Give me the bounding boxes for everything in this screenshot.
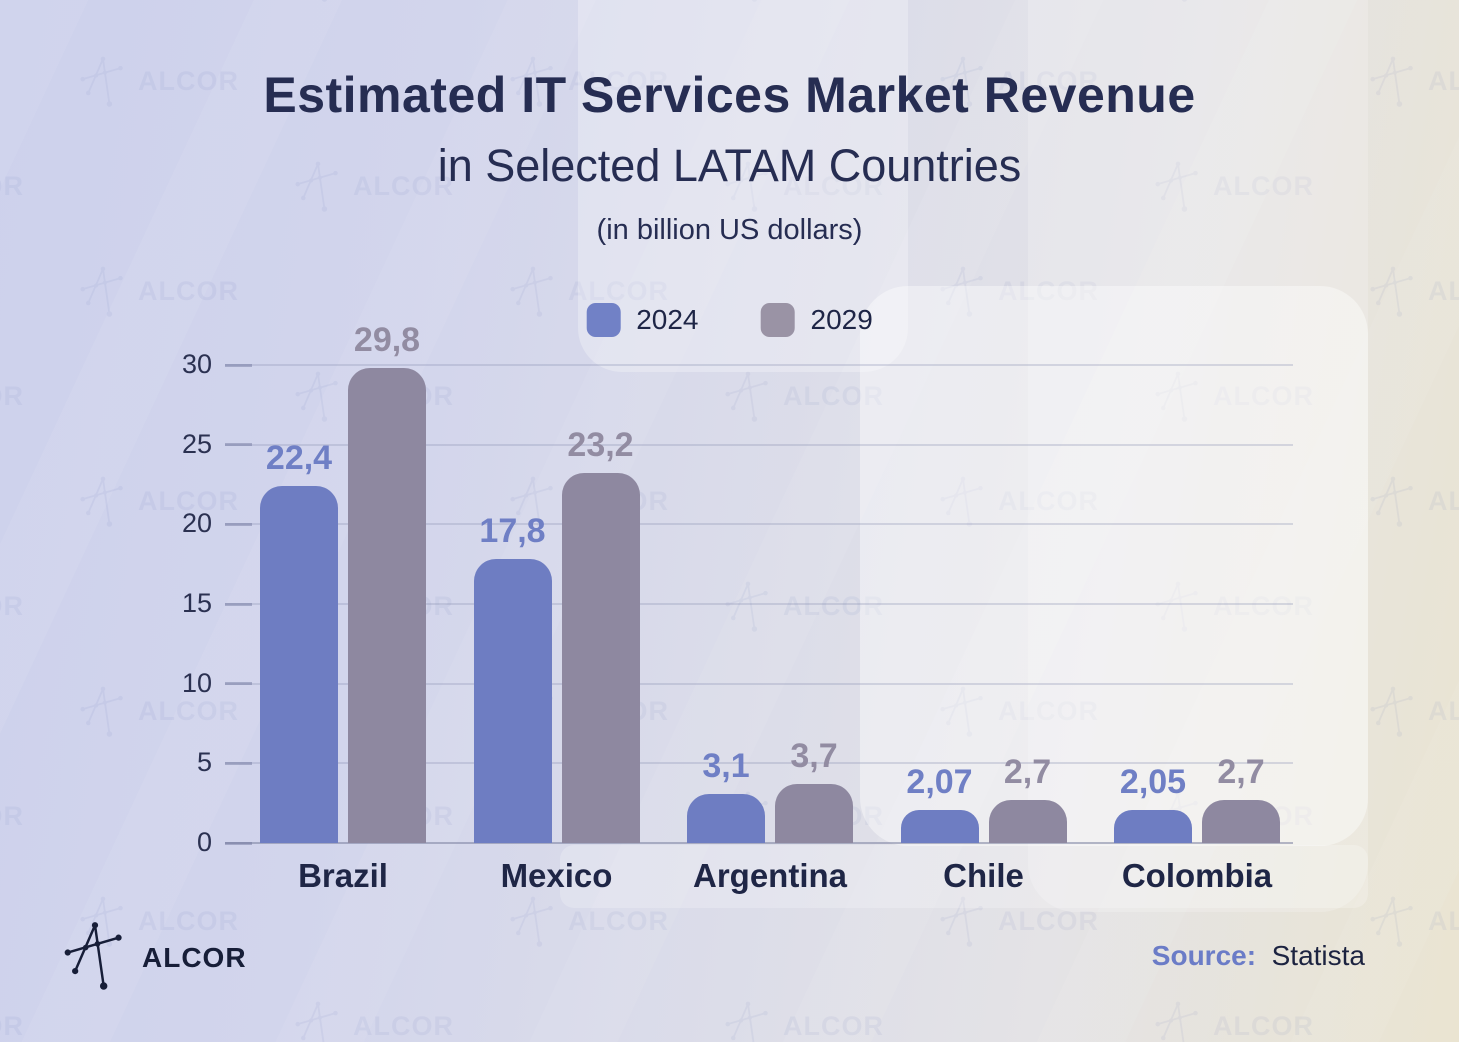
- ytick-label-0: 0: [196, 827, 212, 857]
- category-label-chile: Chile: [943, 857, 1024, 894]
- ytick-mark-10: [225, 682, 252, 686]
- ytick-label-5: 5: [196, 747, 212, 778]
- category-label-argentina: Argentina: [692, 857, 847, 894]
- bar-value-2029-colombia: 2,7: [1217, 753, 1265, 791]
- ytick-mark-0: [225, 841, 252, 845]
- category-label-colombia: Colombia: [1121, 857, 1273, 894]
- bar-value-2024-brazil: 22,4: [265, 439, 333, 477]
- ytick-label-10: 10: [181, 667, 212, 698]
- bar-2029-chile: 2,7: [988, 753, 1067, 843]
- chart-subtitle: in Selected LATAM Countries: [437, 140, 1022, 191]
- bar-2029-colombia: 2,7: [1202, 753, 1280, 843]
- bar-value-2024-colombia: 2,05: [1119, 763, 1187, 801]
- bar-value-2024-mexico: 17,8: [479, 512, 546, 550]
- chart-header: Estimated IT Services Market Revenue in …: [0, 66, 1459, 247]
- ytick-mark-15: [225, 602, 252, 606]
- bar-value-2029-chile: 2,7: [1003, 753, 1052, 791]
- legend-item-2029: 2029: [760, 303, 873, 337]
- bar-value-2029-argentina: 3,7: [790, 737, 838, 775]
- chart-title: Estimated IT Services Market Revenue: [263, 67, 1196, 123]
- chart-unit: (in billion US dollars): [596, 214, 863, 246]
- gridline-20: [225, 523, 1293, 526]
- bar-group-chile: 2,07 2,7: [900, 323, 1067, 843]
- legend-swatch-2024: [586, 303, 621, 337]
- bar-2024-chile: 2,07: [900, 763, 979, 843]
- bar-2024-argentina: 3,1: [687, 747, 765, 843]
- bar-value-2029-brazil: 29,8: [353, 321, 421, 359]
- ytick-mark-25: [225, 443, 252, 447]
- bar-2029-mexico: 23,2: [561, 426, 640, 843]
- bar-2029-argentina: 3,7: [775, 737, 853, 843]
- ytick-mark-5: [225, 761, 252, 765]
- gridline-15: [225, 603, 1293, 605]
- bar-value-2029-mexico: 23,2: [567, 426, 634, 464]
- bar-value-2024-chile: 2,07: [906, 763, 973, 801]
- bar-2029-brazil: 29,8: [348, 321, 426, 843]
- bar-2024-brazil: 22,4: [260, 439, 338, 843]
- ytick-label-30: 30: [181, 349, 212, 379]
- gridline-30: [225, 364, 1293, 366]
- gridline-10: [225, 682, 1293, 685]
- category-label-mexico: Mexico: [500, 857, 613, 894]
- bar-group-mexico: 17,8 23,2: [473, 323, 640, 843]
- legend-item-2024: 2024: [586, 303, 699, 337]
- gridline-0: [225, 842, 1293, 844]
- gridline-25: [225, 443, 1293, 446]
- bar-group-argentina: 3,1 3,7: [687, 323, 853, 843]
- ytick-label-15: 15: [181, 588, 212, 618]
- ytick-label-25: 25: [181, 428, 212, 459]
- bar-2024-colombia: 2,05: [1114, 763, 1192, 843]
- bar-2024-mexico: 17,8: [473, 512, 552, 843]
- ytick-label-20: 20: [181, 508, 212, 539]
- legend-label-2024: 2024: [636, 304, 699, 335]
- category-label-brazil: Brazil: [298, 857, 388, 894]
- legend: 2024 2029: [586, 303, 873, 337]
- legend-label-2029: 2029: [810, 304, 873, 335]
- gridline-5: [225, 762, 1293, 765]
- ytick-mark-30: [225, 363, 252, 367]
- bar-value-2024-argentina: 3,1: [702, 747, 750, 785]
- ytick-mark-20: [225, 522, 252, 526]
- bar-group-brazil: 22,4 29,8: [260, 321, 426, 843]
- bar-group-colombia: 2,05 2,7: [1114, 323, 1280, 843]
- legend-swatch-2029: [760, 303, 795, 337]
